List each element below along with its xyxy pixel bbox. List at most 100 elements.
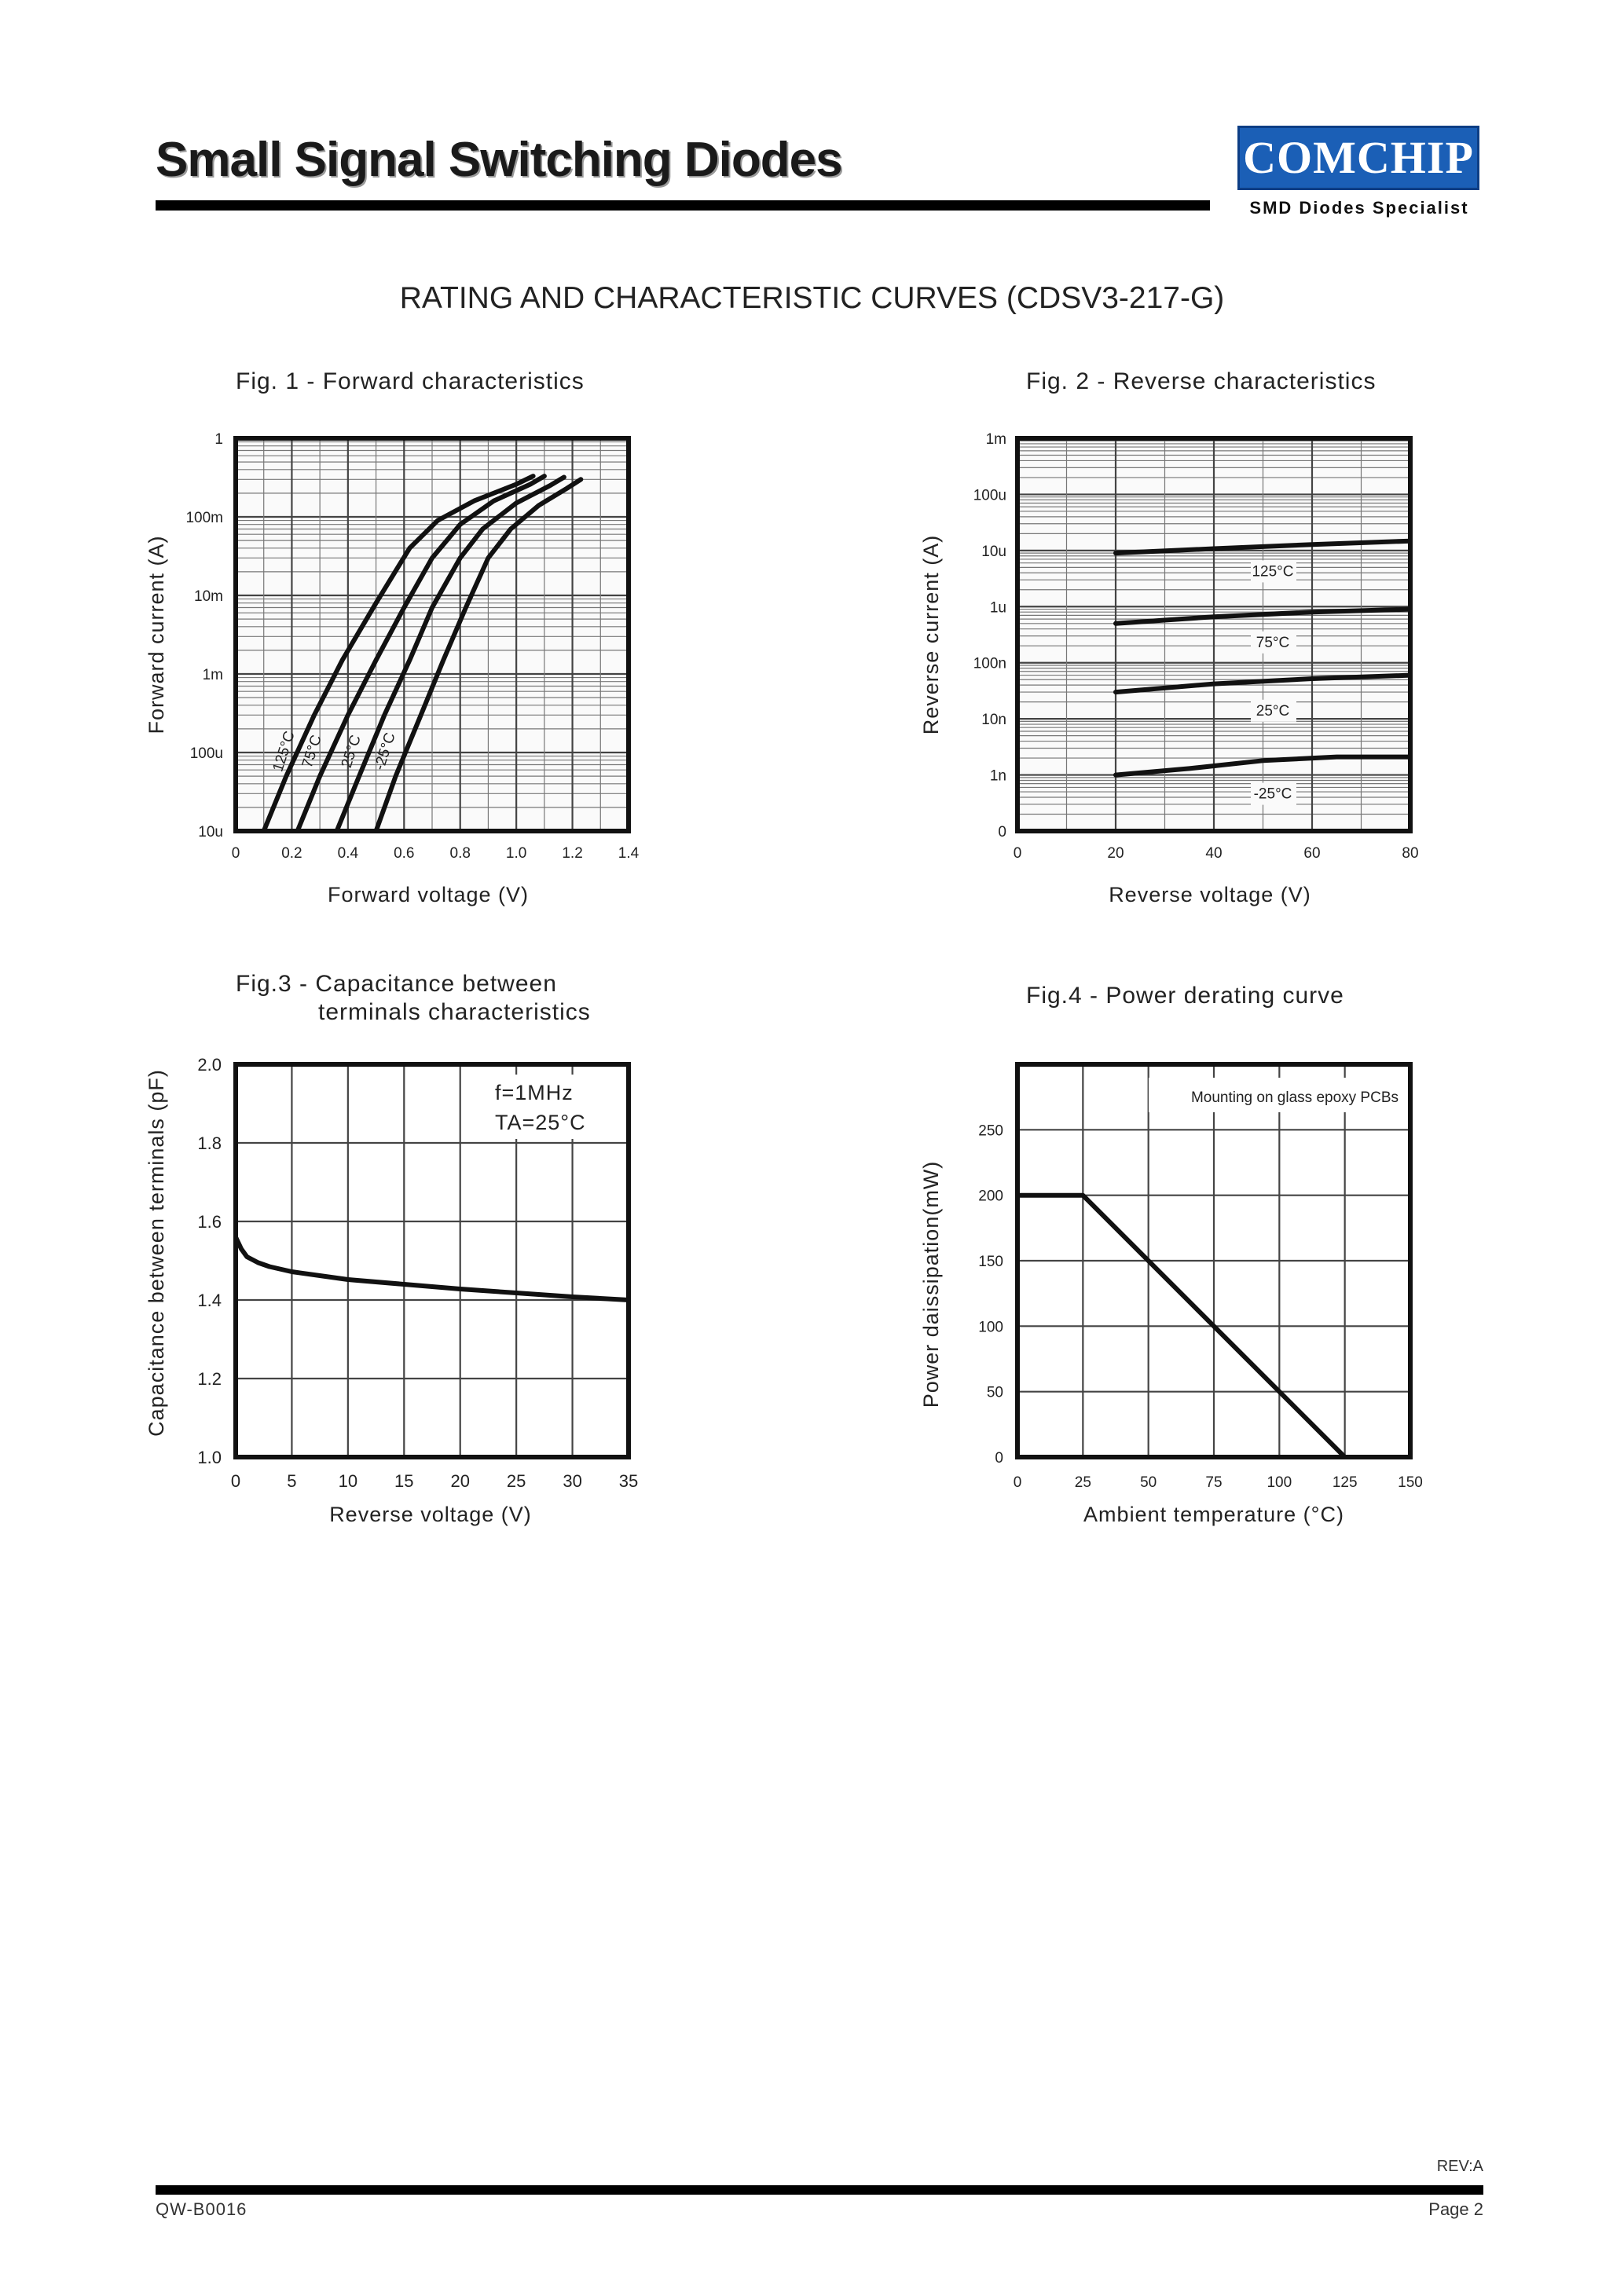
fig2-series-label: 75°C xyxy=(1256,635,1289,651)
fig1-y-tick: 100m xyxy=(185,510,223,526)
fig2-y-axis-label: Reverse current (A) xyxy=(919,535,943,735)
fig4-series-line xyxy=(1015,1192,1347,1459)
fig2-y-tick: 0 xyxy=(998,824,1006,840)
fig1-x-tick: 1.0 xyxy=(506,845,526,862)
fig1-title: Fig. 1 - Forward characteristics xyxy=(236,368,585,394)
fig4-chart: Fig.4 - Power derating curve 0 25 50 75 100 12… xyxy=(919,983,1423,1526)
fig2-x-tick: 0 xyxy=(1014,845,1022,862)
fig4-x-tick: 125 xyxy=(1333,1474,1358,1491)
fig1-y-axis-label: Forward current (A) xyxy=(145,535,168,734)
fig4-y-tick: 100 xyxy=(978,1319,1003,1335)
fig2-y-tick: 1m xyxy=(986,431,1006,448)
title-rule xyxy=(156,200,1210,211)
fig1-y-tick: 100u xyxy=(190,745,223,762)
fig3-series-line xyxy=(233,1235,631,1302)
logo-tagline: SMD Diodes Specialist xyxy=(1249,198,1469,218)
fig2-label-bg xyxy=(1251,782,1296,805)
fig4-x-tick: 100 xyxy=(1267,1474,1292,1491)
fig2-plot-frame xyxy=(1015,436,1413,833)
fig2-y-tick: 10n xyxy=(981,712,1006,728)
fig3-x-tick: 20 xyxy=(450,1471,469,1491)
fig2-x-axis-label: Reverse voltage (V) xyxy=(1109,883,1311,906)
fig4-x-axis-label: Ambient temperature (°C) xyxy=(1083,1503,1344,1526)
fig2-series-line xyxy=(1113,672,1413,695)
company-logo: COMCHIP xyxy=(1237,126,1479,190)
fig4-x-tick: 50 xyxy=(1140,1474,1157,1491)
document-title: Small Signal Switching Diodes xyxy=(156,133,843,187)
fig2-label-bg xyxy=(1251,631,1296,654)
fig1-chart: Fig. 1 - Forward characteristics 0 0.2 0.4 0… xyxy=(145,368,640,906)
fig4-y-tick: 0 xyxy=(995,1450,1003,1467)
fig1-x-tick: 0 xyxy=(232,845,240,862)
fig2-series-label: -25°C xyxy=(1254,786,1292,803)
fig3-frequency-label: f=1MHz xyxy=(495,1081,574,1104)
fig1-plot-frame xyxy=(233,436,631,833)
fig2-y-tick: 1u xyxy=(990,599,1006,616)
fig2-series-line xyxy=(1113,606,1413,626)
fig3-title-line1: Fig.3 - Capacitance between xyxy=(236,971,557,997)
fig3-y-tick: 2.0 xyxy=(197,1055,222,1075)
fig1-y-tick: 1 xyxy=(214,431,223,448)
fig3-temperature-label: TA=25°C xyxy=(495,1111,586,1134)
fig2-label-bg xyxy=(1251,699,1296,722)
fig1-series-line xyxy=(334,474,566,833)
fig1-y-tick: 10m xyxy=(194,588,223,605)
fig4-y-tick: 150 xyxy=(978,1254,1003,1270)
fig1-x-axis-label: Forward voltage (V) xyxy=(328,883,529,906)
fig3-y-axis-label: Capacitance between terminals (pF) xyxy=(145,1069,168,1437)
fig2-y-tick: 1n xyxy=(990,768,1006,785)
fig1-x-tick: 1.2 xyxy=(562,845,582,862)
page-heading: RATING AND CHARACTERISTIC CURVES (CDSV3-… xyxy=(399,281,1225,315)
fig2-series-label: 25°C xyxy=(1256,703,1289,720)
fig3-x-tick: 30 xyxy=(563,1471,581,1491)
fig3-annotation-bg xyxy=(487,1075,622,1139)
revision-label: REV:A xyxy=(1436,2158,1483,2175)
fig4-title: Fig.4 - Power derating curve xyxy=(1026,983,1344,1009)
fig1-x-tick: 0.6 xyxy=(394,845,414,862)
fig4-plot-frame xyxy=(1015,1062,1413,1459)
fig2-x-tick: 40 xyxy=(1205,845,1222,862)
fig4-y-tick: 200 xyxy=(978,1188,1003,1205)
fig4-x-tick: 150 xyxy=(1398,1474,1423,1491)
fig4-x-tick: 0 xyxy=(1014,1474,1022,1491)
fig1-x-tick: 0.8 xyxy=(450,845,471,862)
fig1-series-line xyxy=(373,477,584,833)
document-code: QW-B0016 xyxy=(156,2199,247,2219)
fig2-series-line xyxy=(1113,538,1413,556)
fig3-x-tick: 15 xyxy=(394,1471,413,1491)
fig4-x-tick: 75 xyxy=(1205,1474,1222,1491)
fig2-title: Fig. 2 - Reverse characteristics xyxy=(1026,368,1376,394)
fig2-x-tick: 20 xyxy=(1107,845,1124,862)
fig2-series-line xyxy=(1113,754,1413,778)
fig2-y-tick: 10u xyxy=(981,544,1006,560)
fig2-series-label: 125°C xyxy=(1252,563,1293,580)
fig1-y-tick: 10u xyxy=(198,824,223,840)
fig1-series-line xyxy=(295,474,547,833)
fig3-plot-frame xyxy=(233,1062,631,1459)
fig1-series-line xyxy=(261,474,536,833)
page-number: Page 2 xyxy=(1428,2199,1483,2219)
fig3-title-line2: terminals characteristics xyxy=(318,999,591,1025)
fig2-chart: Fig. 2 - Reverse characteristics 0 20 40 60 8… xyxy=(919,368,1419,906)
fig4-annotation: Mounting on glass epoxy PCBs xyxy=(1191,1089,1399,1106)
fig4-y-tick: 250 xyxy=(978,1122,1003,1139)
fig3-x-tick: 5 xyxy=(287,1471,296,1491)
footer-rule xyxy=(156,2185,1483,2195)
fig2-label-bg xyxy=(1251,560,1296,583)
fig4-y-tick: 50 xyxy=(987,1385,1003,1401)
fig3-y-tick: 1.8 xyxy=(197,1133,222,1153)
fig1-x-tick: 1.4 xyxy=(618,845,640,862)
fig2-x-tick: 60 xyxy=(1303,845,1320,862)
fig2-x-tick: 80 xyxy=(1402,845,1418,862)
fig3-y-tick: 1.4 xyxy=(197,1291,222,1310)
fig1-y-tick: 1m xyxy=(203,667,223,683)
fig4-x-tick: 25 xyxy=(1075,1474,1091,1491)
fig2-y-tick: 100u xyxy=(973,487,1006,504)
fig3-x-tick: 10 xyxy=(339,1471,357,1491)
fig1-x-tick: 0.2 xyxy=(281,845,302,862)
fig3-y-tick: 1.2 xyxy=(197,1369,222,1389)
fig4-annotation-bg xyxy=(1149,1078,1405,1112)
